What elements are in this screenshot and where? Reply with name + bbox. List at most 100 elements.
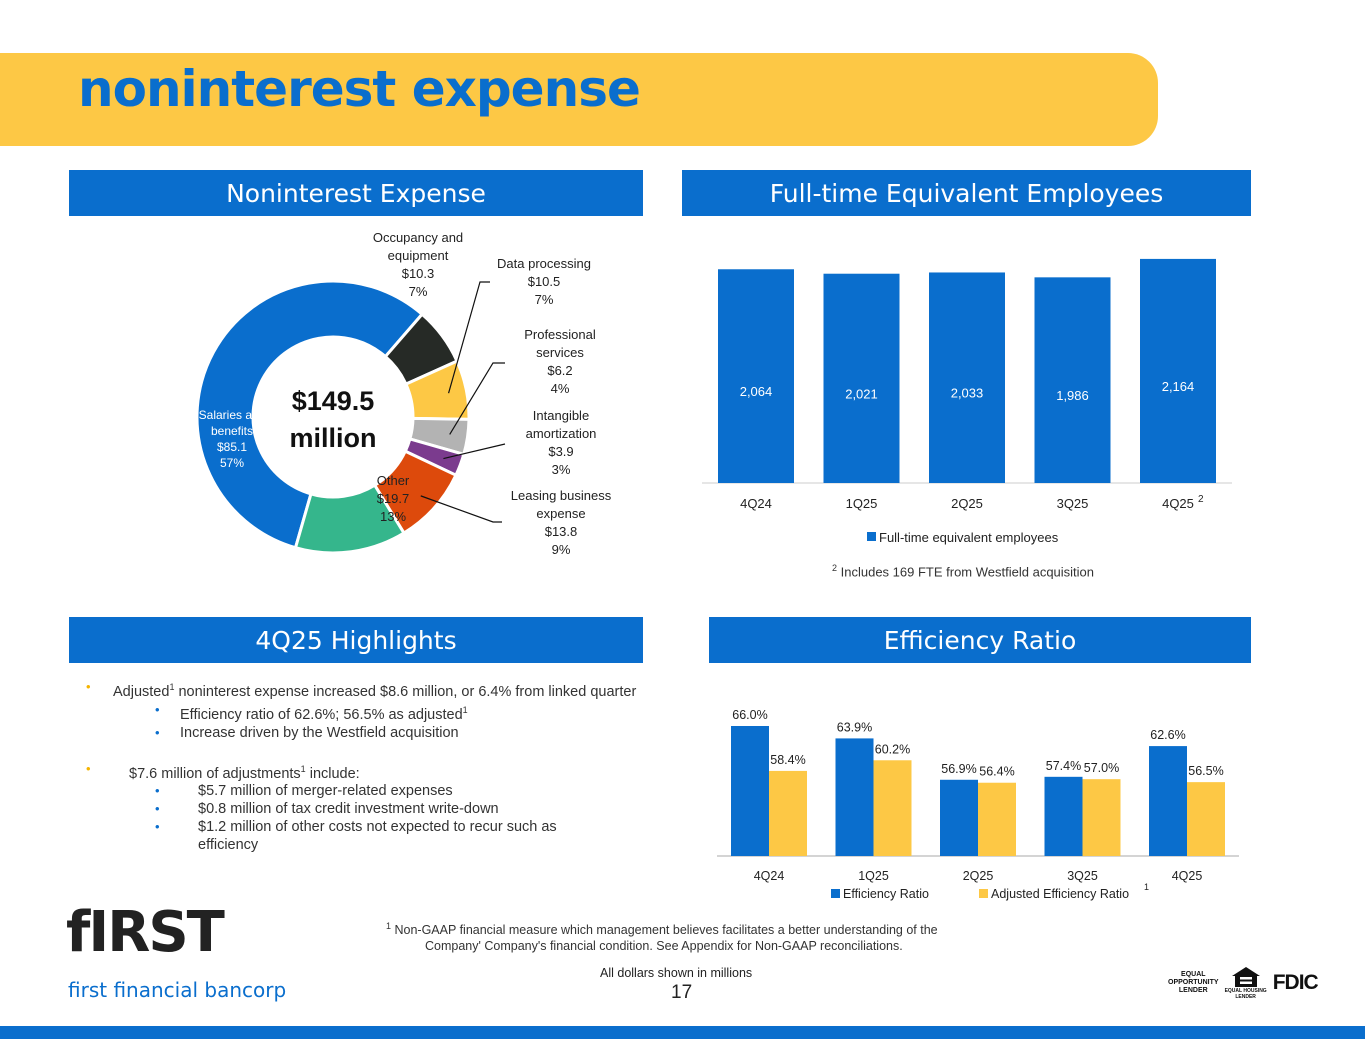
- fte-bar-label: 2,033: [951, 386, 984, 401]
- fte-bar: [1034, 277, 1111, 483]
- slice-label-occupancy: Occupancy and: [373, 230, 463, 245]
- equal-opportunity-lender-badge: EQUAL OPPORTUNITY LENDER: [1168, 971, 1219, 994]
- highlights-list: • Adjusted1 noninterest expense increase…: [86, 678, 646, 854]
- efficiency-value-label: 56.4%: [979, 765, 1014, 779]
- adjusted-efficiency-bar: [873, 760, 912, 856]
- title-banner: [0, 53, 1158, 146]
- highlight-subitem: • $5.7 million of merger-related expense…: [155, 783, 453, 800]
- efficiency-value-label: 56.9%: [941, 762, 976, 776]
- adjusted-legend-note: 1: [1144, 882, 1149, 892]
- slice-label-intangible: $3.9: [548, 444, 573, 459]
- bullet: •: [86, 679, 91, 694]
- efficiency-value-label: 62.6%: [1150, 728, 1185, 742]
- fdic-logo: FDIC: [1272, 971, 1319, 994]
- highlight-item-adjustments: • $7.6 million of adjustments1 include:: [86, 760, 360, 782]
- fte-bar: [718, 269, 794, 483]
- efficiency-value-label: 60.2%: [875, 742, 910, 756]
- efficiency-header: Efficiency Ratio: [709, 617, 1251, 663]
- efficiency-value-label: 58.4%: [770, 753, 805, 767]
- efficiency-bar: [1044, 776, 1083, 856]
- efficiency-value-label: 63.9%: [837, 720, 872, 734]
- efficiency-legend-label: Efficiency Ratio: [843, 887, 929, 901]
- noninterest-expense-donut-chart: $149.5 million Salaries and benefits $85.1 57…: [195, 230, 612, 557]
- slice-label-salaries: benefits: [211, 424, 253, 438]
- page-number: 17: [671, 982, 693, 1003]
- highlights-header: 4Q25 Highlights: [69, 617, 643, 663]
- fte-category-label: 3Q25: [1057, 496, 1089, 511]
- donut-center-label: million: [290, 423, 377, 453]
- fte-category-note: 2: [1198, 494, 1204, 505]
- slice-label-professional: services: [536, 345, 584, 360]
- efficiency-bar: [940, 779, 978, 856]
- slice-label-professional: $6.2: [547, 363, 572, 378]
- efficiency-value-label: 66.0%: [732, 708, 767, 722]
- efficiency-category-label: 4Q24: [754, 869, 785, 883]
- adjusted-legend-label: Adjusted Efficiency Ratio: [991, 887, 1129, 901]
- efficiency-category-label: 3Q25: [1067, 869, 1098, 883]
- slice-label-leasing: expense: [536, 506, 585, 521]
- fte-footnote: 2 Includes 169 FTE from Westfield acquis…: [832, 563, 1095, 580]
- highlight-subitem: • Efficiency ratio of 62.6%; 56.5% as ad…: [155, 701, 468, 723]
- slice-label-occupancy: 7%: [409, 284, 428, 299]
- fte-bar-label: 2,164: [1162, 379, 1195, 394]
- slice-label-intangible: Intangible: [533, 408, 589, 423]
- adjusted-efficiency-bar: [769, 770, 807, 856]
- leader-line: [447, 281, 490, 394]
- efficiency-bar: [731, 726, 769, 856]
- fte-category-label: 1Q25: [846, 496, 878, 511]
- slice-label-other: 13%: [380, 509, 406, 524]
- donut-slice: [293, 483, 406, 555]
- fte-bar: [929, 272, 1005, 483]
- fte-category-label: 4Q25: [1162, 496, 1194, 511]
- slice-label-leasing: Leasing business: [511, 488, 612, 503]
- donut-slice: [195, 279, 425, 550]
- fte-category-label: 4Q24: [740, 496, 772, 511]
- regulatory-badges: EQUAL OPPORTUNITY LENDER EQUAL HOUSING LEND…: [1168, 966, 1319, 1000]
- fte-header: Full-time Equivalent Employees: [682, 170, 1251, 216]
- fte-bar-label: 2,021: [845, 386, 878, 401]
- efficiency-ratio-chart: 66.0% 58.4% 4Q24 63.9%60.2% 1Q25 56.9% 56.4% 2Q…: [717, 708, 1239, 901]
- slice-label-leasing: 9%: [552, 542, 571, 557]
- highlight-subitem: • $0.8 million of tax credit investment …: [155, 801, 499, 818]
- slice-label-professional: Professional: [524, 327, 596, 342]
- leader-line: [443, 443, 506, 460]
- slice-label-occupancy: $10.3: [402, 266, 435, 281]
- leader-line: [449, 362, 505, 435]
- efficiency-bar: [835, 738, 874, 856]
- highlight-subitem: • $1.2 million of other costs not expect…: [155, 819, 557, 854]
- highlight-item-expense: • Adjusted1 noninterest expense increase…: [86, 679, 637, 700]
- slice-label-data-processing: 7%: [535, 292, 554, 307]
- efficiency-value-label: 57.0%: [1084, 761, 1119, 775]
- noninterest-expense-header: Noninterest Expense: [69, 170, 643, 216]
- slice-label-other: $19.7: [377, 491, 410, 506]
- adjusted-efficiency-bar: [1187, 782, 1225, 856]
- slice-label-other: Other: [377, 473, 410, 488]
- slice-label-salaries: $85.1: [217, 440, 247, 454]
- fte-category-label: 2Q25: [951, 496, 983, 511]
- efficiency-category-label: 4Q25: [1172, 869, 1203, 883]
- efficiency-category-label: 1Q25: [858, 869, 889, 883]
- company-name: first financial bancorp: [68, 978, 287, 1002]
- slice-label-intangible: 3%: [552, 462, 571, 477]
- company-logo: fIRST: [66, 900, 225, 965]
- donut-center-label: $149.5: [292, 386, 375, 416]
- fte-bar: [1140, 258, 1216, 483]
- page-title: noninterest expense: [78, 60, 641, 118]
- fte-bar-chart: 2,064 4Q24 2,021 1Q25 2,033 2Q25 1,986 3Q25 2,16…: [702, 258, 1232, 545]
- leader-line: [420, 495, 502, 523]
- fte-legend-swatch: [867, 532, 876, 541]
- bottom-bar: [0, 1026, 1365, 1039]
- highlight-subitem: • Increase driven by the Westfield acqui…: [155, 724, 459, 741]
- efficiency-category-label: 2Q25: [963, 869, 994, 883]
- adjusted-efficiency-bar: [1082, 779, 1121, 856]
- slice-label-occupancy: equipment: [388, 248, 449, 263]
- adjusted-efficiency-bar: [978, 782, 1016, 856]
- slice-label-leasing: $13.8: [545, 524, 578, 539]
- fte-legend-label: Full-time equivalent employees: [879, 530, 1059, 545]
- slice-label-intangible: amortization: [526, 426, 597, 441]
- slice-label-data-processing: $10.5: [528, 274, 561, 289]
- fte-bar-label: 2,064: [740, 384, 773, 399]
- slice-label-professional: 4%: [551, 381, 570, 396]
- adjusted-legend-swatch: [979, 889, 988, 898]
- fte-bar: [823, 273, 900, 483]
